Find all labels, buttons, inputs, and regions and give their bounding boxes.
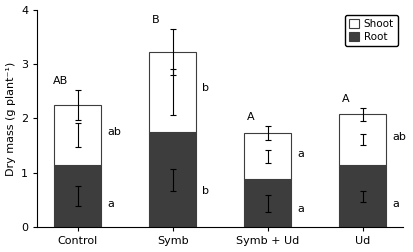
Text: b: b (202, 186, 209, 196)
Bar (54, 165, 102, 227)
Text: ab: ab (392, 132, 406, 142)
Legend: Shoot, Root: Shoot, Root (345, 15, 398, 46)
Text: AB: AB (53, 76, 69, 86)
Text: A: A (247, 112, 255, 122)
Text: A: A (342, 94, 350, 104)
Bar (339, 114, 387, 165)
Bar (339, 165, 387, 227)
Text: b: b (202, 83, 209, 93)
Text: a: a (297, 204, 304, 214)
Text: B: B (152, 15, 160, 25)
Bar (149, 132, 197, 227)
Bar (244, 179, 292, 227)
Bar (149, 52, 197, 132)
Text: a: a (107, 199, 114, 209)
Bar (54, 105, 102, 165)
Text: ab: ab (107, 127, 121, 137)
Bar (244, 133, 292, 179)
Y-axis label: Dry mass (g plant⁻¹): Dry mass (g plant⁻¹) (5, 61, 16, 176)
Text: a: a (297, 149, 304, 159)
Text: a: a (392, 199, 399, 209)
